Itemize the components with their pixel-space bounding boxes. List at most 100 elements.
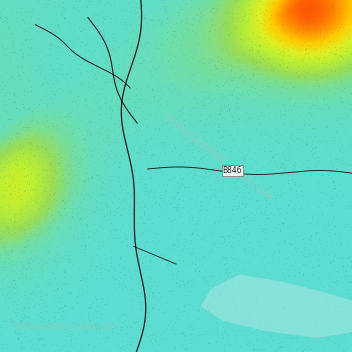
Point	[54, 170, 59, 175]
Point	[217, 270, 222, 276]
Point	[147, 257, 153, 262]
Point	[202, 137, 207, 142]
Point	[317, 240, 322, 246]
Point	[131, 16, 137, 21]
Point	[153, 65, 158, 71]
Point	[95, 17, 100, 22]
Point	[160, 67, 165, 72]
Point	[344, 268, 349, 274]
Point	[71, 143, 77, 149]
Point	[86, 305, 92, 310]
Point	[127, 265, 132, 271]
Point	[2, 187, 7, 193]
Point	[326, 7, 331, 13]
Point	[158, 46, 164, 52]
Point	[202, 123, 208, 128]
Point	[235, 313, 240, 319]
Point	[43, 235, 49, 241]
Point	[19, 275, 25, 281]
Point	[23, 122, 29, 128]
Point	[215, 87, 221, 93]
Point	[24, 187, 30, 193]
Point	[334, 240, 339, 246]
Point	[22, 162, 28, 167]
Point	[3, 224, 9, 230]
Point	[145, 333, 150, 339]
Point	[21, 88, 27, 94]
Point	[77, 51, 83, 57]
Point	[2, 264, 8, 270]
Point	[120, 6, 125, 12]
Point	[336, 146, 341, 152]
Point	[122, 199, 128, 204]
Point	[26, 77, 32, 83]
Point	[254, 208, 259, 213]
Point	[159, 122, 164, 128]
Point	[285, 59, 291, 65]
Point	[226, 107, 232, 112]
Point	[205, 206, 210, 212]
Point	[316, 236, 321, 242]
Point	[244, 175, 250, 180]
Point	[287, 97, 292, 103]
Point	[21, 28, 27, 34]
Point	[276, 250, 282, 255]
Point	[158, 208, 164, 213]
Point	[77, 61, 83, 67]
Point	[201, 253, 206, 259]
Point	[292, 42, 298, 48]
Point	[81, 182, 87, 188]
Point	[281, 237, 287, 243]
Point	[268, 184, 274, 190]
Point	[36, 0, 42, 3]
Point	[320, 245, 326, 251]
Point	[13, 307, 19, 312]
Point	[342, 110, 348, 116]
Point	[344, 111, 350, 117]
Point	[17, 227, 23, 233]
Point	[77, 155, 82, 160]
Point	[118, 117, 124, 123]
Point	[300, 23, 306, 28]
Point	[145, 50, 151, 55]
Point	[334, 277, 339, 283]
Point	[50, 280, 55, 285]
Point	[176, 109, 182, 114]
Point	[234, 176, 240, 182]
Point	[71, 277, 77, 283]
Point	[132, 240, 138, 245]
Point	[65, 162, 70, 167]
Point	[235, 206, 241, 212]
Point	[314, 321, 320, 327]
Point	[39, 162, 44, 168]
Point	[61, 172, 66, 177]
Point	[184, 301, 190, 307]
Point	[125, 222, 130, 227]
Point	[99, 8, 105, 13]
Point	[41, 42, 47, 48]
Point	[174, 313, 179, 319]
Point	[195, 118, 201, 124]
Point	[335, 238, 341, 244]
Point	[82, 209, 88, 214]
Point	[131, 213, 137, 219]
Point	[8, 7, 13, 13]
Point	[172, 331, 178, 336]
Point	[339, 251, 344, 256]
Point	[77, 81, 83, 87]
Point	[96, 90, 102, 95]
Point	[176, 9, 181, 14]
Point	[244, 89, 250, 94]
Point	[125, 205, 130, 210]
Point	[235, 231, 241, 236]
Point	[264, 197, 269, 203]
Point	[148, 152, 154, 157]
Point	[217, 107, 222, 113]
Point	[87, 132, 93, 138]
Point	[232, 230, 238, 235]
Point	[56, 316, 62, 321]
Point	[107, 106, 113, 112]
Point	[302, 253, 307, 259]
Point	[241, 153, 247, 158]
Point	[192, 30, 198, 35]
